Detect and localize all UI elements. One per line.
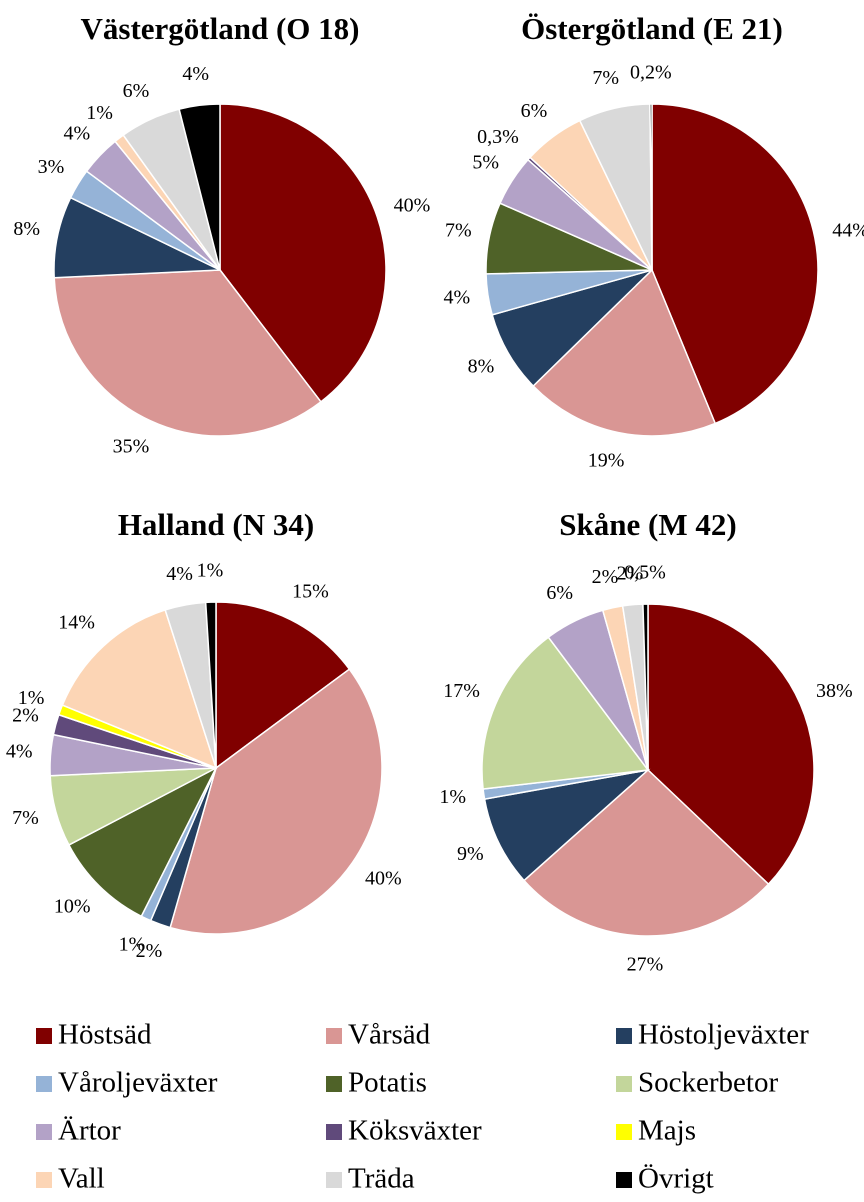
pie-slice [67,766,218,918]
legend-label: Köksväxter [348,1115,482,1147]
data-label: 4% [443,287,470,309]
pie-slice [523,768,770,937]
pie-slice [178,103,221,271]
data-label: 8% [468,356,495,378]
legend-label: Vårsäd [348,1019,431,1051]
pie-slice [649,103,653,271]
pie-title: Östergötland (E 21) [521,11,783,46]
legend-label: Övrigt [638,1163,714,1195]
legend-swatch [616,1124,632,1140]
data-label: 6% [546,582,573,604]
pie-title: Västergötland (O 18) [81,11,360,46]
data-label: 2% [12,704,39,726]
legend-swatch [36,1124,52,1140]
legend-swatch [616,1172,632,1188]
pie-slice [647,603,815,886]
pie-slice [651,103,819,425]
pie-slice [481,636,650,790]
pie-slice [642,603,649,771]
legend-label: Träda [348,1163,415,1195]
pie-slice [204,601,217,769]
data-label: 1% [18,687,45,709]
data-label: 44% [832,220,864,242]
legend-swatch [326,1028,342,1044]
data-label: 38% [816,680,853,702]
data-label: 19% [588,450,625,472]
legend-label: Ärtor [58,1115,121,1147]
legend-swatch [36,1076,52,1092]
pie-title: Skåne (M 42) [559,507,736,542]
data-label: 35% [113,435,150,457]
pie-title: Halland (N 34) [118,507,314,542]
data-label: 4% [64,122,91,144]
data-label: 10% [54,895,91,917]
legend-label: Sockerbetor [638,1067,778,1099]
data-label: 1% [119,933,146,955]
data-label: 2% [592,566,619,588]
data-label: 7% [445,220,472,242]
data-label: 6% [123,80,150,102]
data-label: 40% [394,195,431,217]
legend-label: Vall [58,1163,105,1195]
pie-slice [483,768,651,882]
data-label: 3% [38,156,65,178]
data-label: 7% [12,807,39,829]
pie-slice [219,103,387,403]
pie-slice [53,269,322,437]
data-label: 4% [182,63,209,85]
legend-swatch [36,1028,52,1044]
data-label: 14% [58,612,95,634]
data-label: 0,3% [477,126,519,148]
legend-swatch [616,1028,632,1044]
legend-swatch [36,1172,52,1188]
data-label: 1% [439,786,466,808]
pie-slice [215,601,351,770]
data-label: 0,2% [630,62,672,84]
data-label: 7% [592,67,619,89]
legend-label: Höstoljeväxter [638,1019,809,1051]
legend-label: Majs [638,1115,696,1147]
data-label: 1% [86,102,113,124]
data-label: 2% [136,940,163,962]
legend-label: Höstsäd [58,1019,152,1051]
data-label: 4% [166,563,193,585]
legend-swatch [326,1076,342,1092]
data-label: 2% [617,562,644,584]
pie-slice [169,668,383,935]
data-label: 6% [521,100,548,122]
legend-swatch [326,1172,342,1188]
data-label: 15% [292,581,329,603]
data-label: 40% [365,867,402,889]
data-label: 5% [472,152,499,174]
data-label: 9% [457,843,484,865]
data-label: 4% [6,740,33,762]
pie-slice [532,268,717,437]
data-label: 27% [627,954,664,976]
data-label: 8% [13,218,40,240]
legend-swatch [326,1124,342,1140]
data-label: 17% [443,680,480,702]
data-label: 1% [197,560,224,582]
legend-label: Våroljeväxter [58,1067,218,1099]
data-label: 0,5% [624,562,666,584]
legend-swatch [616,1076,632,1092]
legend-label: Potatis [348,1067,427,1099]
